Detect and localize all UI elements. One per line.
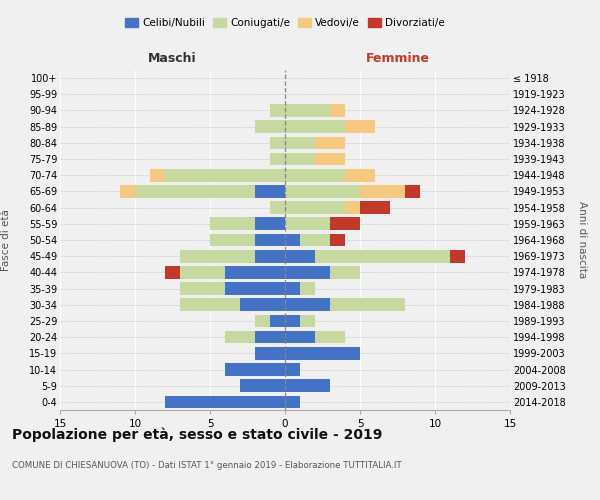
- Bar: [285, 266, 330, 278]
- Bar: [225, 266, 285, 278]
- Text: Maschi: Maschi: [148, 52, 197, 65]
- Bar: [330, 104, 345, 117]
- Bar: [255, 120, 285, 133]
- Bar: [225, 331, 255, 344]
- Bar: [330, 298, 405, 311]
- Bar: [285, 347, 360, 360]
- Bar: [300, 314, 315, 328]
- Bar: [165, 169, 285, 181]
- Bar: [180, 282, 225, 295]
- Bar: [240, 380, 285, 392]
- Bar: [180, 266, 225, 278]
- Bar: [315, 331, 345, 344]
- Bar: [285, 331, 315, 344]
- Bar: [345, 120, 375, 133]
- Bar: [285, 363, 300, 376]
- Bar: [270, 314, 285, 328]
- Bar: [360, 202, 390, 214]
- Bar: [300, 282, 315, 295]
- Bar: [270, 152, 285, 166]
- Bar: [255, 331, 285, 344]
- Bar: [270, 104, 285, 117]
- Bar: [255, 314, 270, 328]
- Bar: [285, 185, 360, 198]
- Bar: [285, 234, 300, 246]
- Legend: Celibi/Nubili, Coniugati/e, Vedovi/e, Divorziati/e: Celibi/Nubili, Coniugati/e, Vedovi/e, Di…: [121, 14, 449, 32]
- Bar: [330, 266, 360, 278]
- Bar: [285, 169, 345, 181]
- Bar: [285, 104, 330, 117]
- Bar: [165, 266, 180, 278]
- Bar: [255, 234, 285, 246]
- Bar: [180, 250, 255, 262]
- Bar: [285, 250, 315, 262]
- Bar: [285, 282, 300, 295]
- Bar: [360, 185, 405, 198]
- Bar: [240, 298, 285, 311]
- Text: Femmine: Femmine: [365, 52, 430, 65]
- Text: COMUNE DI CHIESANUOVA (TO) - Dati ISTAT 1° gennaio 2019 - Elaborazione TUTTITALI: COMUNE DI CHIESANUOVA (TO) - Dati ISTAT …: [12, 461, 401, 470]
- Bar: [270, 202, 285, 214]
- Text: Fasce di età: Fasce di età: [1, 209, 11, 271]
- Bar: [345, 202, 360, 214]
- Bar: [210, 234, 255, 246]
- Bar: [405, 185, 420, 198]
- Bar: [270, 136, 285, 149]
- Bar: [285, 202, 345, 214]
- Bar: [165, 396, 285, 408]
- Bar: [330, 218, 360, 230]
- Bar: [285, 120, 345, 133]
- Bar: [315, 250, 450, 262]
- Bar: [285, 136, 315, 149]
- Bar: [180, 298, 240, 311]
- Bar: [255, 185, 285, 198]
- Bar: [135, 185, 255, 198]
- Bar: [345, 169, 375, 181]
- Text: Anni di nascita: Anni di nascita: [577, 202, 587, 278]
- Bar: [315, 152, 345, 166]
- Bar: [285, 218, 330, 230]
- Bar: [150, 169, 165, 181]
- Bar: [285, 314, 300, 328]
- Bar: [255, 347, 285, 360]
- Bar: [330, 234, 345, 246]
- Bar: [225, 282, 285, 295]
- Bar: [255, 250, 285, 262]
- Bar: [255, 218, 285, 230]
- Text: Popolazione per età, sesso e stato civile - 2019: Popolazione per età, sesso e stato civil…: [12, 428, 382, 442]
- Bar: [285, 152, 315, 166]
- Bar: [285, 298, 330, 311]
- Bar: [300, 234, 330, 246]
- Bar: [225, 363, 285, 376]
- Bar: [315, 136, 345, 149]
- Bar: [210, 218, 255, 230]
- Bar: [285, 380, 330, 392]
- Bar: [285, 396, 300, 408]
- Bar: [450, 250, 465, 262]
- Bar: [120, 185, 135, 198]
